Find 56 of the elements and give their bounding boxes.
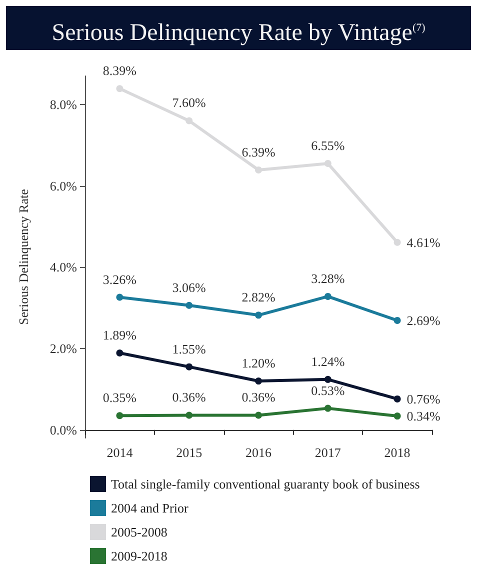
data-label: 0.35% <box>102 390 137 406</box>
data-label: 6.55% <box>311 138 345 153</box>
y-tick-label: 8.0% <box>50 96 78 112</box>
data-label: 0.76% <box>406 391 441 406</box>
legend-label: 2005-2008 <box>111 524 168 540</box>
point <box>324 376 332 383</box>
legend-label: Total single-family conventional guaranty book of business <box>111 476 420 492</box>
x-tick-label: 2014 <box>106 445 134 460</box>
data-label: 2.69% <box>406 312 441 328</box>
point <box>255 166 262 174</box>
legend-label: 2009-2018 <box>111 548 168 564</box>
data-label: 6.39% <box>242 144 276 160</box>
point <box>116 349 124 356</box>
point <box>116 85 124 92</box>
x-tick-label: 2017 <box>314 445 342 460</box>
data-label: 3.28% <box>311 270 345 286</box>
point <box>394 412 401 420</box>
y-tick-label: 0.0% <box>50 422 78 438</box>
legend-label: 2004 and Prior <box>111 500 189 516</box>
data-label: 3.26% <box>102 272 137 287</box>
point <box>394 238 401 246</box>
point <box>255 412 262 419</box>
x-tick-label: 2015 <box>176 445 202 460</box>
y-tick-label: 4.0% <box>50 260 78 275</box>
data-label: 3.06% <box>172 280 206 295</box>
point <box>186 412 193 419</box>
data-label: 8.39% <box>102 63 137 78</box>
data-label: 1.24% <box>311 354 345 369</box>
point <box>324 160 332 167</box>
point <box>116 412 124 420</box>
x-tick-label: 2016 <box>246 445 272 460</box>
data-label: 1.55% <box>172 341 206 356</box>
point <box>255 312 262 319</box>
point <box>394 316 401 324</box>
data-label: 7.60% <box>172 95 206 110</box>
point <box>394 395 401 402</box>
data-label: 1.20% <box>242 356 276 371</box>
y-axis-title: Serious Delinquency Rate <box>16 188 31 325</box>
y-tick-label: 2.0% <box>50 341 78 356</box>
data-label: 0.34% <box>406 408 441 424</box>
point <box>255 378 262 385</box>
data-label: 0.36% <box>172 390 206 405</box>
point <box>186 363 193 370</box>
data-label: 1.89% <box>102 327 137 342</box>
data-label: 4.61% <box>406 234 441 250</box>
y-tick-label: 6.0% <box>50 178 78 194</box>
point <box>186 302 193 309</box>
point <box>324 292 332 300</box>
point <box>116 294 124 301</box>
point <box>324 404 332 412</box>
chart-title: Serious Delinquency Rate by Vintage$^{(7)}$ <box>6 6 471 50</box>
point <box>186 117 193 124</box>
data-label: 0.53% <box>311 382 345 398</box>
data-label: 0.36% <box>242 390 276 405</box>
x-tick-label: 2018 <box>384 445 410 460</box>
data-label: 2.82% <box>242 290 276 305</box>
